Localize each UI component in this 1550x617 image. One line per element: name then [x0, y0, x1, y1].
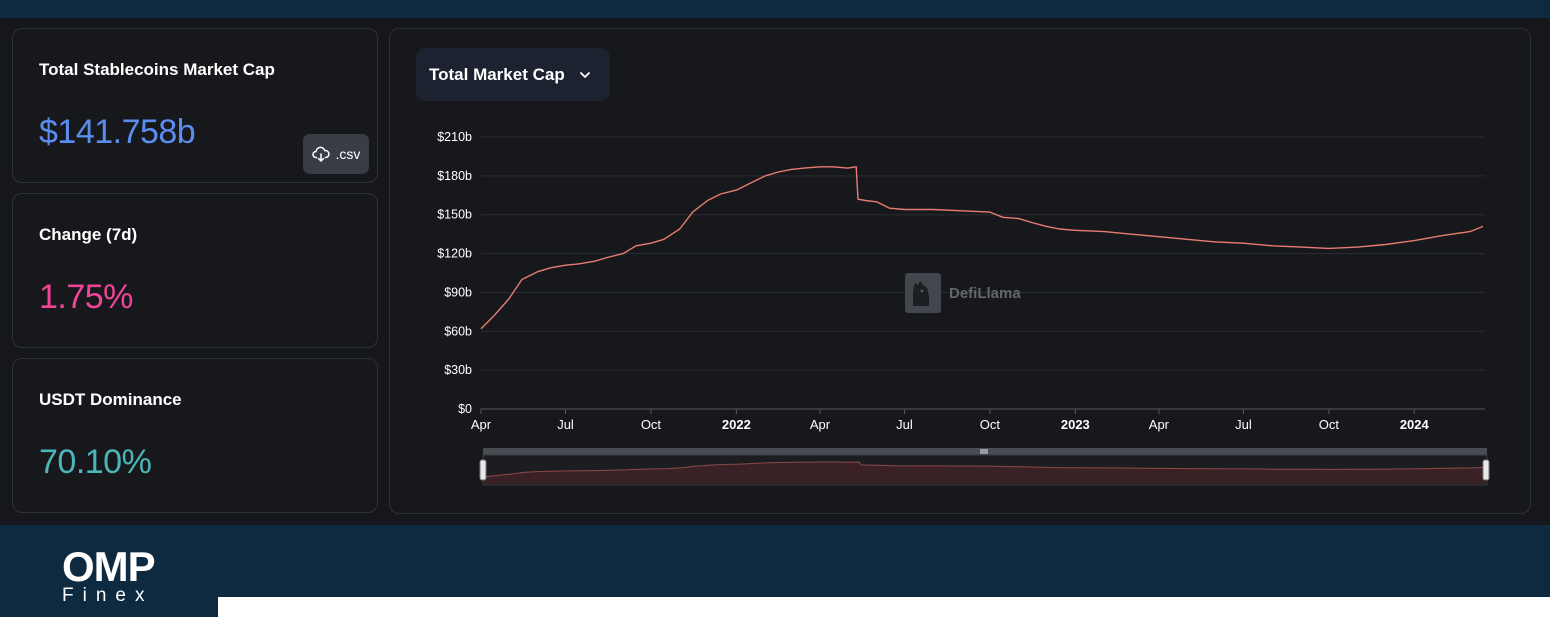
- y-tick-label: $30b: [444, 363, 472, 377]
- watermark-text: DefiLlama: [949, 285, 1021, 302]
- brand-logo-sub: Finex: [62, 585, 154, 606]
- y-tick-label: $60b: [444, 324, 472, 338]
- x-tick-label: Apr: [810, 417, 831, 432]
- change-title: Change (7d): [39, 225, 138, 244]
- navigator-area: [484, 462, 1486, 484]
- chart-card: Total Market Cap $0 $30b $60b $90b $120b $150…: [389, 28, 1531, 514]
- change-card: Change (7d) 1.75%: [12, 193, 378, 348]
- series-line-total-market-cap: [480, 166, 1484, 330]
- market-cap-value: $141.758b: [39, 113, 196, 151]
- watermark: DefiLlama: [905, 273, 1021, 313]
- navigator-right-handle[interactable]: [1482, 459, 1490, 481]
- dominance-value: 70.10%: [39, 443, 152, 481]
- y-tick-label: $0: [458, 402, 472, 416]
- x-tick-label: Apr: [1149, 417, 1170, 432]
- x-tick-label: 2024: [1400, 417, 1430, 432]
- llama-icon: [905, 273, 941, 313]
- x-tick-label: Jul: [1235, 417, 1252, 432]
- y-tick-label: $180b: [437, 169, 472, 183]
- top-strip: [0, 0, 1550, 18]
- y-tick-label: $210b: [437, 130, 472, 144]
- chevron-down-icon: [579, 71, 590, 78]
- market-cap-card: Total Stablecoins Market Cap $141.758b .…: [12, 28, 378, 183]
- dominance-card: USDT Dominance 70.10%: [12, 358, 378, 513]
- range-navigator[interactable]: [479, 448, 1490, 486]
- x-tick-label: Oct: [980, 417, 1001, 432]
- y-tick-label: $150b: [437, 208, 472, 222]
- brand-logo: OMP: [62, 543, 156, 590]
- white-footer-bar: [218, 597, 1550, 617]
- navigator-left-handle[interactable]: [479, 459, 487, 481]
- dashboard: Total Stablecoins Market Cap $141.758b .…: [0, 18, 1550, 525]
- x-tick-label: Jul: [896, 417, 913, 432]
- chart-type-selector[interactable]: Total Market Cap: [416, 48, 610, 101]
- csv-button-label: .csv: [335, 146, 361, 162]
- y-tick-label: $90b: [444, 285, 472, 299]
- dominance-title: USDT Dominance: [39, 390, 182, 409]
- market-cap-chart: $0 $30b $60b $90b $120b $150b $180b $210b Apr Ju…: [437, 130, 1490, 486]
- navigator-line: [483, 461, 1487, 478]
- x-tick-label: Jul: [557, 417, 574, 432]
- x-tick-label: 2022: [722, 417, 751, 432]
- x-tick-label: Oct: [641, 417, 662, 432]
- market-cap-title: Total Stablecoins Market Cap: [39, 60, 275, 79]
- change-value: 1.75%: [39, 278, 133, 316]
- x-tick-label: Oct: [1319, 417, 1340, 432]
- navigator-grip[interactable]: [980, 449, 988, 454]
- cloud-download-icon: [311, 146, 330, 162]
- x-tick-label: Apr: [471, 417, 492, 432]
- x-tick-label: 2023: [1061, 417, 1090, 432]
- csv-download-button[interactable]: .csv: [303, 134, 369, 174]
- chart-type-label: Total Market Cap: [429, 64, 565, 84]
- y-tick-label: $120b: [437, 247, 472, 261]
